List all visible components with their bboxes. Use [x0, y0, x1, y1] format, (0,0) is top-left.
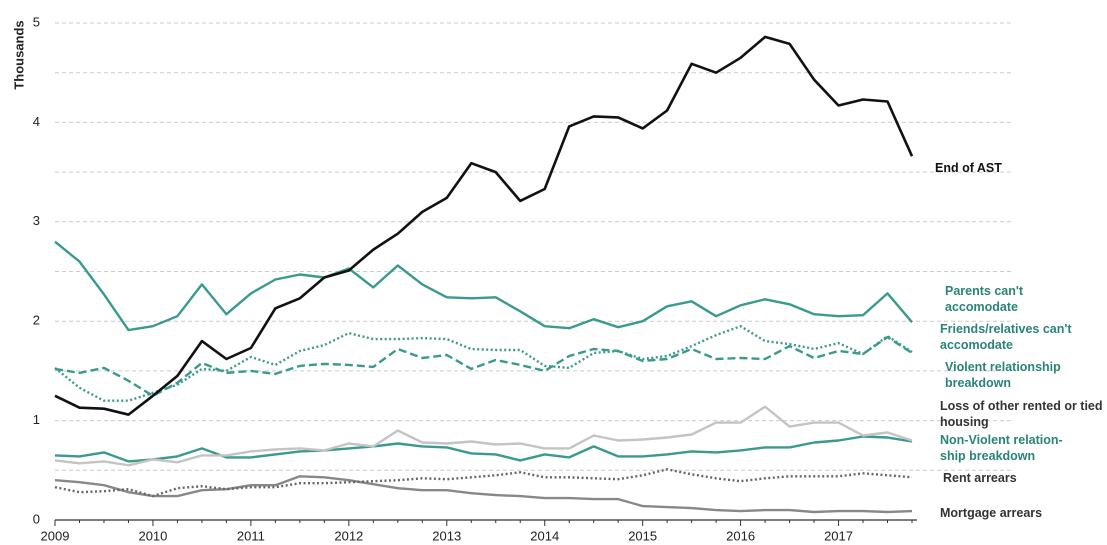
- x-tick-label: 2017: [824, 528, 853, 543]
- x-tick-label: 2013: [432, 528, 461, 543]
- y-tick-label: 1: [33, 412, 40, 427]
- x-tick-label: 2014: [530, 528, 559, 543]
- y-tick-label: 5: [33, 14, 40, 29]
- y-tick-label: 0: [33, 511, 40, 526]
- series-label: Parents can't accomodate: [945, 284, 1024, 314]
- series-label: Violent relationship breakdown: [945, 360, 1061, 390]
- series-label: Loss of other rented or tied housing: [940, 399, 1103, 429]
- x-tick-label: 2009: [41, 528, 70, 543]
- series-label: End of AST: [935, 161, 1002, 175]
- series-line: [54, 475, 913, 514]
- x-tick-label: 2011: [237, 528, 265, 543]
- x-tick-label: 2010: [138, 528, 167, 543]
- x-tick-label: 2015: [628, 528, 657, 543]
- series-line: [54, 405, 913, 467]
- y-axis-label: Thousands: [11, 20, 26, 89]
- series-line: [54, 468, 913, 498]
- y-tick-label: 4: [33, 114, 40, 129]
- series-line: [54, 35, 914, 416]
- series-label: Non-Violent relation- ship breakdown: [940, 433, 1063, 463]
- series-line: [54, 435, 913, 463]
- series-label: Friends/relatives can't accomodate: [940, 322, 1072, 352]
- series-line: [54, 240, 913, 332]
- y-tick-label: 3: [33, 213, 40, 228]
- series-label: Rent arrears: [943, 471, 1017, 485]
- y-tick-label: 2: [33, 313, 40, 328]
- x-tick-label: 2016: [726, 528, 755, 543]
- series-line: [54, 335, 913, 397]
- series-label: Mortgage arrears: [940, 506, 1043, 520]
- series-line: [54, 325, 913, 402]
- x-tick-label: 2012: [334, 528, 363, 543]
